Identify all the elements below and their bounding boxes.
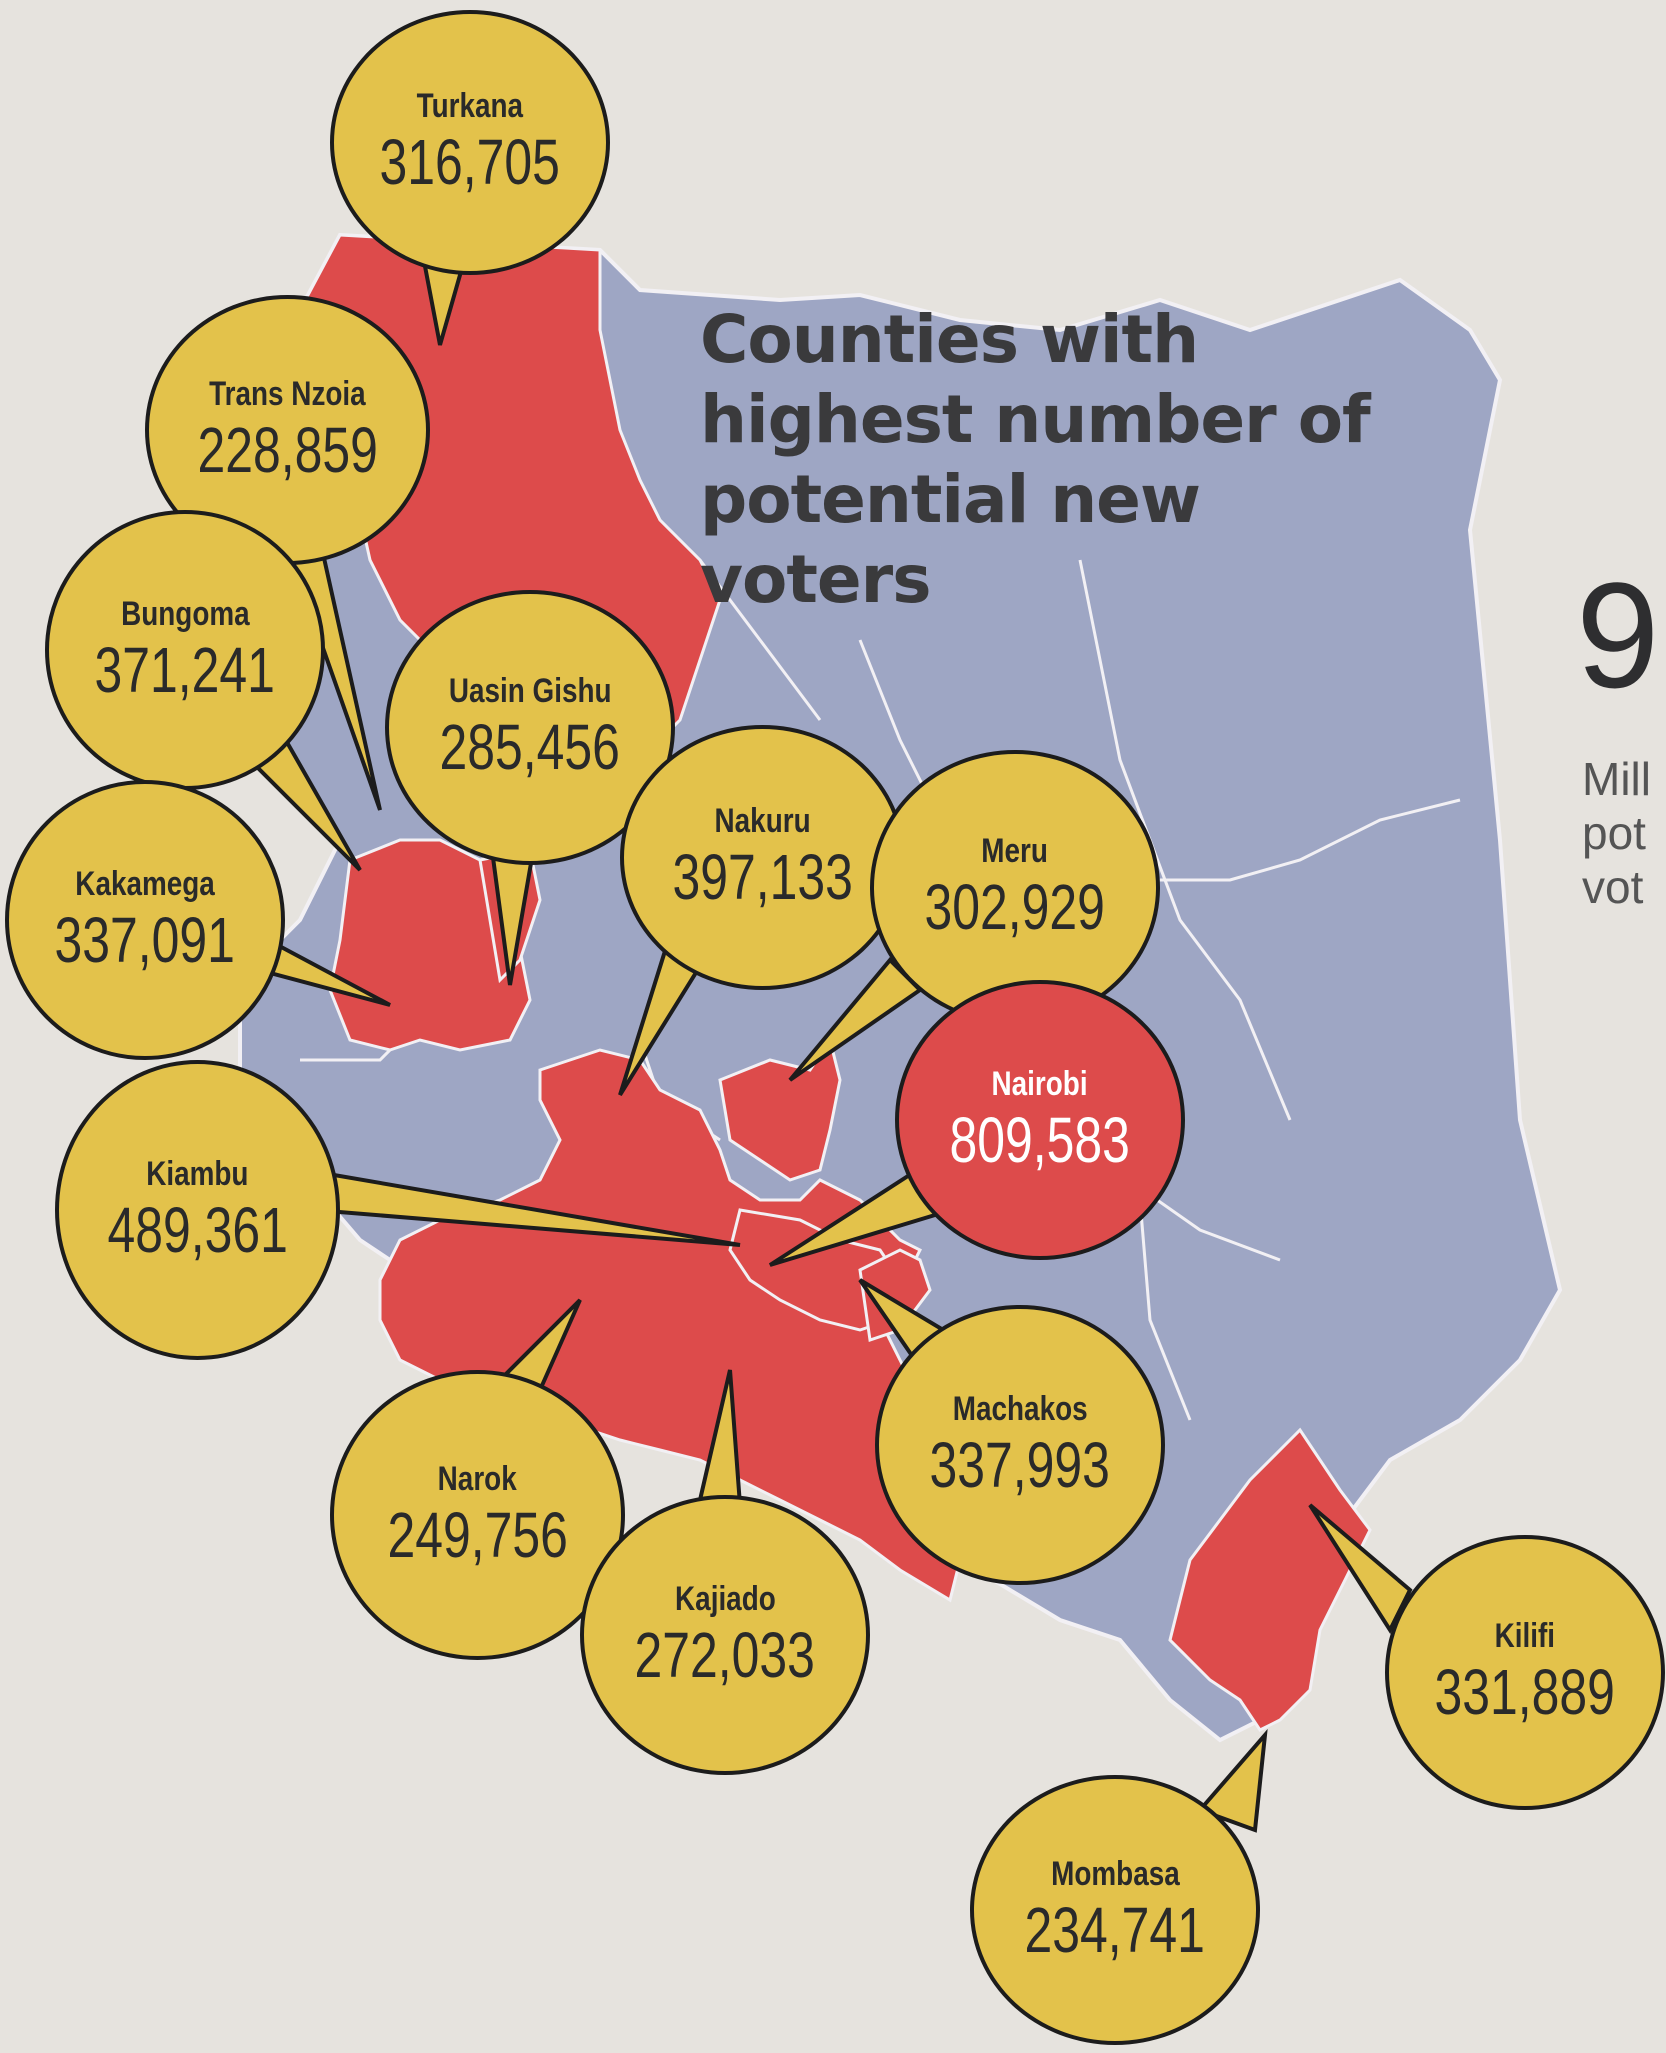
county-value: 234,741 xyxy=(1024,1893,1206,1966)
county-name: Nairobi xyxy=(991,1064,1089,1103)
bubble-turkana: Turkana 316,705 xyxy=(330,10,610,275)
county-value: 249,756 xyxy=(387,1498,568,1571)
county-name: Narok xyxy=(437,1459,518,1498)
county-value: 489,361 xyxy=(107,1193,288,1266)
bubble-bungoma: Bungoma 371,241 xyxy=(45,510,325,790)
side-stat-number: 9. xyxy=(1576,551,1666,719)
county-value: 397,133 xyxy=(672,841,853,913)
bubble-meru: Meru 302,929 xyxy=(870,750,1160,1025)
bubble-mombasa: Mombasa 234,741 xyxy=(970,1775,1260,2045)
county-value: 809,583 xyxy=(949,1103,1131,1176)
county-name: Kilifi xyxy=(1494,1617,1556,1655)
county-value: 371,241 xyxy=(94,633,276,706)
side-stat-label: Mill pot vot xyxy=(1582,753,1651,913)
county-value: 302,929 xyxy=(924,871,1106,943)
bubble-kajiado: Kajiado 272,033 xyxy=(580,1495,870,1775)
county-name: Turkana xyxy=(416,87,524,125)
bubble-nairobi: Nairobi 809,583 xyxy=(895,980,1185,1260)
county-value: 337,091 xyxy=(54,903,236,976)
county-machakos xyxy=(858,1248,932,1342)
bubble-kiambu: Kiambu 489,361 xyxy=(55,1060,340,1360)
county-name: Kajiado xyxy=(674,1579,776,1618)
county-name: Machakos xyxy=(952,1389,1088,1428)
county-name: Trans Nzoia xyxy=(209,374,366,413)
bubble-narok: Narok 249,756 xyxy=(330,1370,625,1660)
county-value: 285,456 xyxy=(439,711,621,783)
bubble-machakos: Machakos 337,993 xyxy=(875,1305,1165,1585)
county-central-rift-group xyxy=(378,1048,962,1603)
county-name: Kiambu xyxy=(146,1154,249,1193)
pointer-mombasa xyxy=(1196,1728,1268,1833)
bubble-nakuru: Nakuru 397,133 xyxy=(620,725,905,990)
county-value: 272,033 xyxy=(634,1618,816,1691)
bubble-kakamega: Kakamega 337,091 xyxy=(5,780,285,1060)
county-value: 337,993 xyxy=(929,1428,1111,1501)
county-value: 228,859 xyxy=(197,413,378,486)
county-name: Bungoma xyxy=(120,594,250,633)
county-meru xyxy=(718,1036,842,1182)
county-name: Uasin Gishu xyxy=(448,672,612,710)
county-value: 331,889 xyxy=(1434,1656,1616,1728)
county-name: Mombasa xyxy=(1050,1854,1180,1893)
bubble-kilifi: Kilifi 331,889 xyxy=(1385,1535,1665,1810)
county-value: 316,705 xyxy=(379,126,561,198)
county-name: Kakamega xyxy=(75,864,215,903)
county-name: Nakuru xyxy=(714,802,811,840)
county-name: Meru xyxy=(981,832,1049,870)
chart-title: Counties with highest number of potentia… xyxy=(700,301,1371,618)
